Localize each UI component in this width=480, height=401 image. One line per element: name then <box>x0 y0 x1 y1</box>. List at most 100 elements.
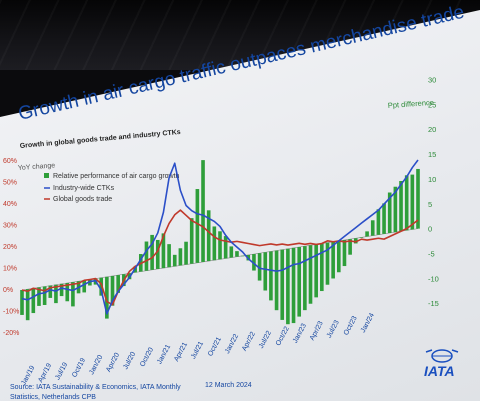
right-axis-tick: 15 <box>428 150 436 159</box>
series-line-industry-ctks <box>21 159 419 315</box>
bar-relative-performance <box>71 282 75 307</box>
right-axis-tick: -5 <box>428 250 435 259</box>
bar-relative-performance <box>286 248 290 325</box>
x-axis-tick: Jul/22 <box>258 330 273 350</box>
bar-relative-performance <box>144 241 149 271</box>
bar-relative-performance <box>297 247 302 317</box>
left-axis-tick: 0% <box>3 287 13 294</box>
source-line-2: Statistics, Netherlands CPB <box>10 394 96 401</box>
bar-relative-performance <box>314 244 318 298</box>
left-axis-label: YoY change <box>18 162 56 172</box>
bar-relative-performance <box>189 218 194 264</box>
x-axis-tick: Oct/20 <box>139 346 155 368</box>
x-axis-tick: Jan/21 <box>156 344 172 366</box>
right-axis-tick: 10 <box>428 175 436 184</box>
iata-logo: IATA <box>424 349 459 379</box>
bar-relative-performance <box>325 242 330 285</box>
chart-legend: Relative performance of air cargo growth… <box>44 173 180 203</box>
bar-relative-performance <box>167 244 171 268</box>
left-axis-tick: 20% <box>3 244 17 251</box>
x-axis-tick: Jan/24 <box>360 312 376 334</box>
series-line-global-goods-trade <box>21 209 419 306</box>
legend-label-bars: Relative performance of air cargo growth <box>53 173 180 180</box>
bar-relative-performance <box>218 231 222 260</box>
x-axis-tick: Apr/19 <box>37 362 53 384</box>
plot-area <box>20 159 420 325</box>
bar-relative-performance <box>59 283 64 297</box>
right-axis-tick: 25 <box>428 100 436 109</box>
bar-relative-performance <box>252 254 256 271</box>
bar-relative-performance <box>99 277 104 296</box>
bar-relative-performance <box>274 250 279 311</box>
chart-subtitle: Growth in global goods trade and industr… <box>20 129 181 150</box>
bar-relative-performance <box>376 209 381 235</box>
bar-relative-performance <box>229 246 234 258</box>
source-line-1: Source: IATA Sustainability & Economics,… <box>10 384 181 391</box>
x-axis-ticks: Jan/19 Apr/19 Jul/19 Oct/19 Jan/20 Apr/20 Jul/… <box>20 312 376 387</box>
right-axis-tick: -15 <box>428 299 439 308</box>
bar-relative-performance <box>370 220 375 236</box>
bar-relative-performance <box>365 231 369 237</box>
bar-relative-performance <box>178 248 183 266</box>
right-axis-tick: -10 <box>428 274 439 283</box>
left-axis-tick: 50% <box>3 180 17 187</box>
x-axis-tick: Jan/23 <box>292 323 308 345</box>
left-axis-tick: -10% <box>3 309 19 316</box>
x-axis-tick: Jan/22 <box>224 333 240 355</box>
bar-relative-performance <box>235 251 239 257</box>
x-axis-tick: Apr/22 <box>241 331 257 353</box>
bar-relative-performance <box>348 239 352 255</box>
left-axis-tick: 30% <box>3 223 17 230</box>
bar-relative-performance <box>331 241 335 279</box>
bar-relative-performance <box>65 282 70 302</box>
left-axis-tick: 40% <box>3 201 17 208</box>
bar-relative-performance <box>399 180 403 232</box>
iata-logo-text: IATA <box>424 363 455 379</box>
bar-relative-performance <box>150 234 154 270</box>
bar-relative-performance <box>88 279 92 286</box>
bar-relative-performance <box>353 238 358 244</box>
bar-relative-performance <box>110 275 115 306</box>
slide-date: 12 March 2024 <box>205 382 252 389</box>
x-axis-tick: Oct/23 <box>343 315 359 337</box>
bar-relative-performance <box>263 252 268 291</box>
bar-relative-performance <box>404 175 409 231</box>
left-axis-tick: -20% <box>3 330 19 337</box>
bar-relative-performance <box>206 210 211 262</box>
bar-relative-performance <box>291 247 296 324</box>
bar-relative-performance <box>105 276 109 319</box>
bar-relative-performance <box>155 239 160 269</box>
bar-relative-performance <box>382 203 386 234</box>
right-axis-label: Ppt difference <box>388 98 435 110</box>
bar-relative-performance <box>37 287 41 306</box>
x-axis-tick: Jul/19 <box>54 361 69 381</box>
x-axis-tick: Jul/20 <box>122 351 137 371</box>
bar-relative-performance <box>280 249 285 320</box>
x-axis-tick: Jul/21 <box>190 340 205 360</box>
bar-relative-performance <box>48 285 53 298</box>
bar-relative-performance <box>393 186 398 233</box>
bar-relative-performance <box>342 240 347 267</box>
right-axis-tick: 30 <box>428 76 436 85</box>
x-axis-tick: Oct/22 <box>275 325 291 347</box>
x-axis-tick: Oct/19 <box>71 357 87 379</box>
left-axis-ticks: 60% 50% 40% 30% 20% 10% 0% -10% -20% <box>3 158 19 337</box>
bar-relative-performance <box>161 233 166 269</box>
bar-relative-performance <box>387 192 392 234</box>
x-axis-tick: Apr/23 <box>309 320 325 342</box>
left-axis-tick: 60% <box>3 158 17 165</box>
bar-relative-performance <box>320 243 324 292</box>
bar-relative-performance <box>212 226 217 261</box>
bar-relative-performance <box>201 160 205 262</box>
right-axis-tick: 20 <box>428 125 436 134</box>
right-axis-ticks: 30 25 20 15 10 5 0 -5 -10 -15 <box>428 76 439 309</box>
legend-label-trade: Global goods trade <box>53 196 112 203</box>
x-axis-tick: Jan/20 <box>88 354 104 376</box>
bar-relative-performance <box>184 241 188 265</box>
x-axis-tick: Apr/20 <box>105 352 121 374</box>
bar-relative-performance <box>223 236 228 259</box>
bar-relative-performance <box>25 289 30 321</box>
x-axis-tick: Oct/21 <box>207 336 223 358</box>
bar-relative-performance <box>54 284 58 304</box>
